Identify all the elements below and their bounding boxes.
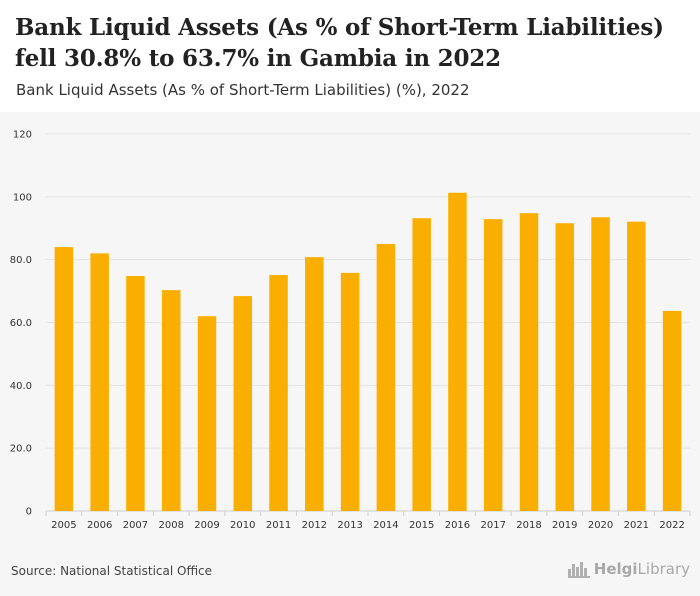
x-tick-label: 2021 — [624, 520, 649, 531]
x-tick-label: 2008 — [158, 520, 183, 531]
bar-2005[interactable]: 2005: 84 — [54, 247, 74, 511]
x-tick-label: 2013 — [337, 520, 362, 531]
bar-2018[interactable]: 2018: 94.8 — [519, 213, 539, 512]
x-tick-label: 2011 — [266, 520, 291, 531]
y-axis-ticks: 0 20.0 40.0 60.0 80.0 100 120 — [10, 130, 32, 518]
logo-text: HelgiLibrary — [594, 560, 690, 578]
y-tick-label: 80.0 — [10, 255, 32, 266]
grid-lines — [46, 133, 690, 512]
x-tick-label: 2015 — [409, 520, 434, 531]
bar-2009[interactable]: 2009: 62 — [197, 316, 217, 511]
y-tick-label: 20.0 — [10, 444, 32, 455]
x-tick-label: 2012 — [302, 520, 327, 531]
x-tick-label: 2019 — [552, 520, 577, 531]
logo-text-bold: Helgi — [593, 560, 638, 578]
bar-2022[interactable]: 2022: 63.7 — [662, 310, 682, 511]
bar-2015[interactable]: 2015: 93.2 — [412, 218, 431, 511]
x-tick-label: 2010 — [230, 520, 255, 531]
y-tick-label: 100 — [13, 192, 32, 203]
chart-subtitle: Bank Liquid Assets (As % of Short-Term L… — [16, 81, 470, 99]
bar-chart: 0 20.0 40.0 60.0 80.0 100 120 2005: 84 2006: 82… — [10, 130, 691, 531]
x-tick-label: 2009 — [194, 520, 219, 531]
helgi-library-logo[interactable]: HelgiLibrary — [567, 560, 690, 578]
bar-2011[interactable]: 2011: 75.1 — [269, 275, 288, 511]
title-line-2: fell 30.8% to 63.7% in Gambia in 2022 — [15, 45, 501, 72]
y-tick-label: 60.0 — [10, 318, 32, 329]
header: Bank Liquid Assets (As % of Short-Term L… — [0, 0, 700, 112]
bar-2014[interactable]: 2014: 85 — [376, 243, 396, 511]
x-axis-ticks: 2005 2006 2007 2008 2009 2010 2011 2012 2013 2014… — [45, 511, 691, 531]
x-tick-label: 2014 — [373, 520, 398, 531]
x-tick-label: 2006 — [87, 520, 112, 531]
bar-2017[interactable]: 2017: 92.9 — [483, 219, 503, 511]
bar-2013[interactable]: 2013: 75.8 — [340, 272, 360, 511]
chart-title: Bank Liquid Assets (As % of Short-Term L… — [15, 12, 695, 74]
chart-area: 0 20.0 40.0 60.0 80.0 100 120 2005: 84 2006: 82… — [0, 112, 700, 552]
x-tick-label: 2020 — [588, 520, 613, 531]
bar-2016[interactable]: 2016: 101.3 — [448, 192, 467, 511]
footer: Source: National Statistical Office Helg… — [0, 552, 700, 596]
bars: 2005: 84 2006: 82 2007: 74.8 2008: 70.3 2009… — [54, 192, 682, 512]
x-tick-label: 2017 — [480, 520, 505, 531]
bar-2006[interactable]: 2006: 82 — [90, 253, 109, 511]
source-note: Source: National Statistical Office — [11, 564, 213, 578]
x-tick-label: 2018 — [516, 520, 541, 531]
x-tick-label: 2022 — [659, 520, 684, 531]
bar-2007[interactable]: 2007: 74.8 — [126, 276, 145, 511]
y-tick-label: 120 — [13, 130, 32, 141]
bar-2021[interactable]: 2021: 92.1 — [627, 221, 646, 511]
bar-2019[interactable]: 2019: 91.6 — [555, 223, 575, 511]
y-tick-label: 0 — [26, 507, 32, 518]
title-line-1: Bank Liquid Assets (As % of Short-Term L… — [15, 14, 664, 41]
bar-2010[interactable]: 2010: 68.4 — [233, 296, 253, 511]
x-tick-label: 2005 — [51, 520, 76, 531]
x-tick-label: 2007 — [123, 520, 148, 531]
bar-2012[interactable]: 2012: 80.8 — [305, 257, 324, 511]
bar-2008[interactable]: 2008: 70.3 — [161, 290, 181, 511]
city-skyline-icon — [567, 562, 590, 578]
y-tick-label: 40.0 — [10, 381, 32, 392]
logo-text-light: Library — [637, 560, 690, 578]
bar-2020[interactable]: 2020: 93.5 — [591, 217, 610, 511]
x-tick-label: 2016 — [445, 520, 470, 531]
